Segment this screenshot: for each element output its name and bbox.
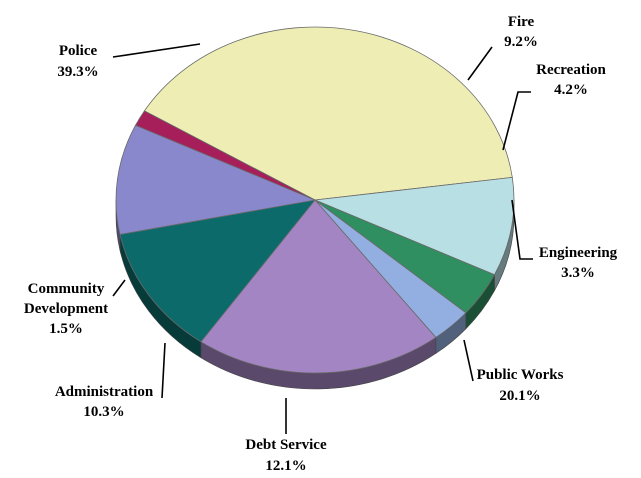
label-community-development-1: Development: [24, 301, 108, 317]
pie-slice-community-development: [134, 110, 316, 201]
label-pct-police: 39.3%: [57, 64, 98, 80]
label-community-development: Community: [28, 281, 105, 297]
leader-lines: [112, 43, 533, 434]
pie-slice-administration: [115, 124, 317, 235]
leader-community-development: [112, 279, 126, 297]
label-pct-debt-service: 12.1%: [265, 458, 306, 474]
label-administration: Administration: [55, 384, 154, 400]
pie-slice-debt-service: [119, 199, 316, 343]
pie-depth: [115, 199, 515, 390]
label-police: Police: [59, 43, 98, 59]
leader-public-works: [463, 339, 474, 382]
label-pct-public-works: 20.1%: [499, 388, 540, 404]
leader-police: [112, 43, 201, 58]
label-engineering: Engineering: [539, 245, 618, 261]
label-pct-recreation: 4.2%: [554, 82, 588, 98]
slice-labels: Police 39.3% Fire 9.2% Recreation 4.2% Enginee…: [24, 14, 618, 474]
leader-recreation: [502, 91, 531, 151]
label-pct-fire: 9.2%: [504, 34, 538, 50]
label-pct-engineering: 3.3%: [561, 265, 595, 281]
label-fire: Fire: [508, 14, 535, 30]
label-recreation: Recreation: [536, 62, 606, 78]
label-debt-service: Debt Service: [245, 437, 327, 453]
label-pct-community-development: 1.5%: [49, 321, 83, 337]
pie-slice-police: [143, 26, 513, 201]
pie-slice-fire: [313, 176, 515, 276]
label-public-works: Public Works: [477, 367, 564, 383]
leader-fire: [467, 46, 493, 81]
label-pct-administration: 10.3%: [83, 404, 124, 420]
leader-engineering: [511, 199, 533, 260]
pie-slices: [115, 26, 515, 374]
pie-slice-public-works: [200, 199, 437, 374]
leader-administration: [161, 342, 166, 399]
